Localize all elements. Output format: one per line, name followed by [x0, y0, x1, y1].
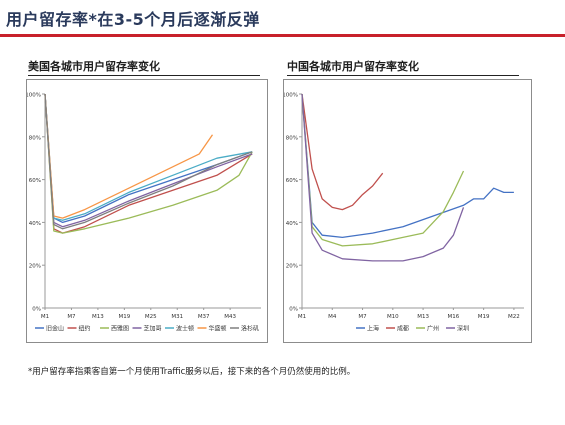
us-y-tick-label: 60% [29, 178, 41, 184]
us-x-tick-label: M25 [145, 314, 157, 320]
us-y-tick-label: 100% [27, 93, 41, 99]
us-chart-title-rule [28, 75, 260, 76]
cn-series-line-2 [301, 93, 465, 247]
cn-x-tick-label: M10 [387, 314, 399, 320]
cn-x-tick-label: M13 [417, 314, 429, 320]
cn-legend-label: 上海 [367, 325, 379, 333]
us-chart-canvas: 0% 20% 40% 60% 80% 100% M1 M7 M13 M19 M25 M31 M37 M43… [25, 93, 261, 333]
us-legend-label: 洛杉矶 [241, 325, 259, 333]
cn-retention-chart: 0% 20% 40% 60% 80% 100% M1 M4 M7 M10 M13 M16 M19 M22 上… [282, 79, 532, 343]
us-y-tick-label: 20% [29, 264, 41, 270]
cn-y-tick-label: 80% [286, 135, 298, 141]
us-x-tick-label: M31 [171, 314, 183, 320]
page-title: 用户留存率*在3-5个月后逐渐反弹 [6, 10, 260, 29]
us-retention-chart: 0% 20% 40% 60% 80% 100% M1 M7 M13 M19 M25 M31 M37 M43… [25, 79, 268, 343]
us-x-tick-label: M13 [92, 314, 104, 320]
us-series-line-0 [44, 93, 253, 224]
cn-series-line-3 [301, 93, 465, 262]
cn-chart-canvas: 0% 20% 40% 60% 80% 100% M1 M4 M7 M10 M13 M16 M19 M22 上… [282, 93, 524, 333]
us-series-line-4 [44, 93, 253, 221]
cn-series-line-0 [301, 93, 514, 239]
cn-x-tick-label: M16 [447, 314, 459, 320]
cn-legend-label: 广州 [427, 325, 439, 333]
cn-legend-label: 深圳 [457, 325, 469, 333]
us-series-line-6 [44, 93, 253, 230]
us-series-line-5 [44, 93, 214, 219]
footnote: *用户留存率指乘客自第一个月使用Traffic服务以后，接下来的各个月仍然使用的… [28, 367, 356, 377]
cn-y-tick-label: 40% [286, 221, 298, 227]
us-x-tick-label: M19 [118, 314, 130, 320]
cn-y-tick-label: 60% [286, 178, 298, 184]
cn-x-tick-label: M4 [328, 314, 337, 320]
us-series-line-3 [44, 93, 253, 228]
us-x-tick-label: M1 [41, 314, 49, 320]
cn-y-tick-label: 20% [286, 264, 298, 270]
cn-x-tick-label: M1 [298, 314, 306, 320]
us-legend-label: 纽约 [79, 325, 91, 333]
us-y-tick-label: 80% [29, 135, 41, 141]
us-x-tick-label: M43 [224, 314, 236, 320]
us-x-tick-label: M7 [67, 314, 76, 320]
us-legend-label: 华盛顿 [209, 325, 227, 333]
us-chart-title: 美国各城市用户留存率变化 [28, 60, 160, 73]
cn-legend-label: 成都 [397, 325, 409, 333]
us-legend-label: 芝加哥 [144, 325, 162, 333]
cn-series-line-1 [301, 93, 384, 211]
cn-chart-title-rule [287, 75, 519, 76]
us-y-tick-label: 40% [29, 221, 41, 227]
cn-y-tick-label: 0% [289, 307, 298, 313]
cn-x-tick-label: M19 [478, 314, 490, 320]
us-series-line-2 [44, 93, 253, 234]
us-series-line-1 [44, 93, 253, 234]
us-x-tick-label: M37 [198, 314, 210, 320]
cn-y-tick-label: 100% [284, 93, 298, 99]
us-legend-label: 旧金山 [46, 325, 64, 333]
title-underline [0, 34, 565, 37]
us-legend-label: 西雅图 [111, 325, 129, 333]
us-legend-label: 波士顿 [176, 325, 194, 333]
cn-chart-title: 中国各城市用户留存率变化 [287, 60, 419, 73]
cn-x-tick-label: M7 [358, 314, 367, 320]
us-y-tick-label: 0% [32, 307, 41, 313]
cn-x-tick-label: M22 [508, 314, 520, 320]
